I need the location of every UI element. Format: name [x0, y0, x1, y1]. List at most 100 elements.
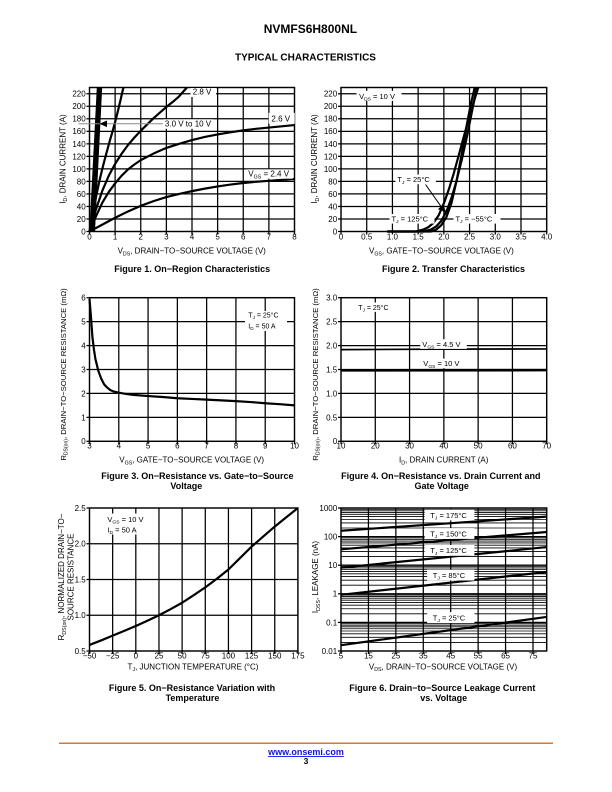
svg-text:ID = 50 A: ID = 50 A — [107, 525, 136, 536]
svg-text:3.5: 3.5 — [515, 233, 527, 242]
svg-text:8: 8 — [292, 233, 297, 242]
svg-text:220: 220 — [72, 90, 86, 99]
svg-text:TJ = 150°C: TJ = 150°C — [430, 529, 467, 540]
svg-text:TJ = 25°C: TJ = 25°C — [358, 304, 388, 313]
svg-text:6: 6 — [175, 441, 180, 450]
svg-text:50: 50 — [178, 651, 187, 660]
svg-text:2.0: 2.0 — [326, 341, 338, 350]
svg-text:75: 75 — [201, 651, 210, 660]
svg-text:2.6 V: 2.6 V — [271, 115, 290, 124]
svg-text:3: 3 — [164, 233, 169, 242]
svg-text:7: 7 — [204, 441, 209, 450]
svg-text:100: 100 — [72, 165, 86, 174]
svg-text:20: 20 — [371, 441, 380, 450]
svg-text:Figure 2. Transfer Characteris: Figure 2. Transfer Characteristics — [382, 264, 525, 274]
svg-text:7: 7 — [267, 233, 272, 242]
svg-text:Gate Voltage: Gate Voltage — [415, 481, 469, 491]
svg-text:TJ = 25°C: TJ = 25°C — [248, 312, 278, 321]
svg-text:160: 160 — [324, 127, 338, 136]
svg-text:SOURCE RESISTANCE: SOURCE RESISTANCE — [67, 534, 76, 621]
svg-text:1.0: 1.0 — [75, 611, 87, 620]
svg-text:5: 5 — [146, 441, 151, 450]
svg-text:35: 35 — [419, 651, 428, 660]
svg-text:10: 10 — [337, 441, 346, 450]
svg-text:120: 120 — [324, 152, 338, 161]
svg-text:10: 10 — [328, 561, 337, 570]
svg-text:60: 60 — [328, 190, 337, 199]
svg-text:1.5: 1.5 — [326, 365, 338, 374]
svg-text:0: 0 — [333, 437, 338, 446]
svg-text:TJ = −55°C: TJ = −55°C — [456, 215, 493, 226]
svg-text:20: 20 — [77, 215, 86, 224]
svg-text:0: 0 — [333, 227, 338, 236]
svg-text:4.0: 4.0 — [541, 233, 553, 242]
svg-text:Figure 4. On−Resistance vs. Dr: Figure 4. On−Resistance vs. Drain Curren… — [341, 471, 540, 481]
svg-text:TJ = 25°C: TJ = 25°C — [433, 613, 466, 624]
svg-text:4: 4 — [117, 441, 122, 450]
svg-text:2.0: 2.0 — [438, 233, 450, 242]
svg-text:0: 0 — [87, 233, 92, 242]
svg-text:1: 1 — [113, 233, 118, 242]
svg-text:2.5: 2.5 — [464, 233, 476, 242]
svg-text:2: 2 — [81, 389, 86, 398]
svg-text:100: 100 — [222, 651, 236, 660]
svg-text:ID, DRAIN CURRENT (A): ID, DRAIN CURRENT (A) — [310, 114, 321, 204]
svg-text:TJ, JUNCTION TEMPERATURE (°C): TJ, JUNCTION TEMPERATURE (°C) — [128, 662, 259, 673]
svg-text:RDS(on), DRAIN−TO−SOURCE RESIS: RDS(on), DRAIN−TO−SOURCE RESISTANCE (mΩ) — [311, 288, 322, 461]
svg-text:Temperature: Temperature — [166, 693, 220, 703]
svg-text:9: 9 — [263, 441, 268, 450]
svg-text:VGS = 4.5 V: VGS = 4.5 V — [422, 340, 460, 351]
svg-text:1.5: 1.5 — [75, 575, 87, 584]
svg-text:0.5: 0.5 — [361, 233, 373, 242]
svg-text:1.0: 1.0 — [326, 389, 338, 398]
svg-text:VGS = 10 V: VGS = 10 V — [423, 359, 459, 370]
svg-text:VGS, GATE−TO−SOURCE VOLTAGE (V: VGS, GATE−TO−SOURCE VOLTAGE (V) — [119, 456, 264, 467]
svg-text:75: 75 — [529, 651, 538, 660]
svg-text:0.01: 0.01 — [322, 647, 338, 656]
svg-text:TJ = 175°C: TJ = 175°C — [430, 511, 467, 522]
svg-text:200: 200 — [72, 102, 86, 111]
svg-text:30: 30 — [405, 441, 414, 450]
svg-text:TJ = 125°C: TJ = 125°C — [430, 546, 467, 557]
svg-text:VGS, GATE−TO−SOURCE VOLTAGE (V: VGS, GATE−TO−SOURCE VOLTAGE (V) — [369, 247, 514, 258]
svg-text:Figure 6. Drain−to−Source Leak: Figure 6. Drain−to−Source Leakage Curren… — [349, 683, 535, 693]
svg-text:www.onsemi.com: www.onsemi.com — [267, 747, 344, 757]
svg-text:ID, DRAIN CURRENT (A): ID, DRAIN CURRENT (A) — [58, 114, 69, 204]
svg-text:RDS(on), DRAIN−TO−SOURCE RESIS: RDS(on), DRAIN−TO−SOURCE RESISTANCE (mΩ) — [59, 288, 70, 461]
svg-text:3.0: 3.0 — [490, 233, 502, 242]
svg-text:Figure 3. On−Resistance vs. Ga: Figure 3. On−Resistance vs. Gate−to−Sour… — [101, 471, 293, 481]
svg-text:120: 120 — [72, 152, 86, 161]
svg-text:3.0 V to 10 V: 3.0 V to 10 V — [165, 120, 212, 129]
svg-text:0.5: 0.5 — [326, 413, 338, 422]
svg-text:TYPICAL CHARACTERISTICS: TYPICAL CHARACTERISTICS — [235, 53, 376, 64]
svg-text:−25: −25 — [106, 651, 120, 660]
svg-text:6: 6 — [81, 294, 86, 303]
svg-text:220: 220 — [324, 90, 338, 99]
svg-text:5: 5 — [81, 318, 86, 327]
svg-text:100: 100 — [324, 533, 338, 542]
svg-text:VGS = 2.4 V: VGS = 2.4 V — [248, 170, 289, 181]
svg-text:Figure 5. On−Resistance Variat: Figure 5. On−Resistance Variation with — [109, 683, 275, 693]
svg-text:5: 5 — [215, 233, 220, 242]
svg-text:140: 140 — [72, 140, 86, 149]
svg-text:0: 0 — [81, 437, 86, 446]
svg-text:3: 3 — [81, 365, 86, 374]
svg-text:2: 2 — [139, 233, 144, 242]
svg-text:70: 70 — [542, 441, 551, 450]
svg-text:65: 65 — [501, 651, 510, 660]
svg-text:VDS = 10 V: VDS = 10 V — [359, 92, 395, 103]
svg-text:100: 100 — [324, 165, 338, 174]
svg-text:60: 60 — [77, 190, 86, 199]
svg-text:RDS(on), NORMALIZED DRAIN−TO−: RDS(on), NORMALIZED DRAIN−TO− — [57, 513, 68, 640]
svg-text:140: 140 — [324, 140, 338, 149]
svg-text:45: 45 — [446, 651, 455, 660]
svg-text:VDS, DRAIN−TO−SOURCE VOLTAGE (: VDS, DRAIN−TO−SOURCE VOLTAGE (V) — [118, 247, 267, 258]
svg-text:2.0: 2.0 — [75, 540, 87, 549]
svg-text:8: 8 — [234, 441, 239, 450]
svg-text:80: 80 — [77, 177, 86, 186]
svg-text:1.0: 1.0 — [387, 233, 399, 242]
svg-text:VGS = 10 V: VGS = 10 V — [107, 515, 143, 526]
svg-text:0.5: 0.5 — [75, 647, 87, 656]
svg-text:4: 4 — [190, 233, 195, 242]
svg-text:40: 40 — [439, 441, 448, 450]
